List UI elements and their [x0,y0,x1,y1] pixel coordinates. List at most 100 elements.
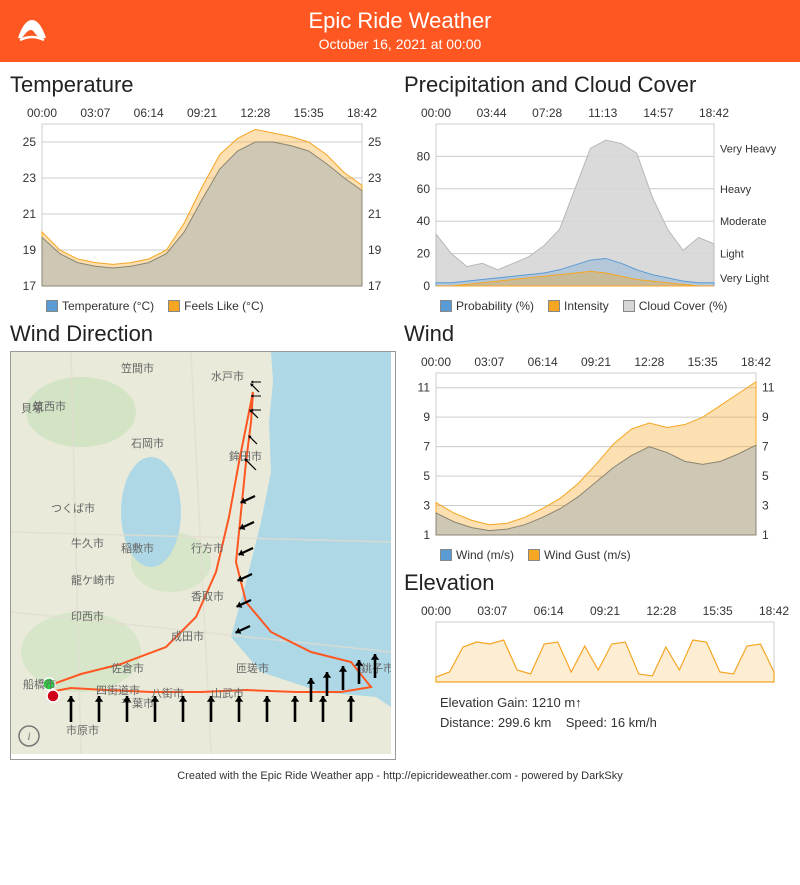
svg-text:匝瑳市: 匝瑳市 [236,661,269,675]
svg-text:0: 0 [423,279,430,292]
svg-text:5: 5 [423,469,430,483]
svg-text:佐倉市: 佐倉市 [111,661,144,675]
svg-text:9: 9 [762,410,769,424]
svg-text:貝塚: 貝塚 [21,402,43,415]
svg-text:18:42: 18:42 [759,604,789,618]
elevation-title: Elevation [404,570,790,596]
svg-text:20: 20 [417,247,431,261]
svg-text:行方市: 行方市 [191,541,224,555]
svg-text:00:00: 00:00 [421,355,451,369]
svg-text:龍ケ崎市: 龍ケ崎市 [71,573,115,587]
svg-text:つくば市: つくば市 [51,501,95,515]
svg-text:09:21: 09:21 [581,355,611,369]
svg-text:1: 1 [423,528,430,541]
svg-text:12:28: 12:28 [634,355,664,369]
elevation-gain-label: Elevation Gain: [440,695,528,710]
distance-label: Distance: [440,715,494,730]
svg-text:11:13: 11:13 [588,106,617,120]
wind-panel: Wind 1133557799111100:0003:0706:1409:211… [404,321,790,566]
svg-text:11: 11 [762,381,775,395]
svg-text:船橋市: 船橋市 [23,677,56,691]
svg-text:15:35: 15:35 [294,106,324,120]
wind-chart: 1133557799111100:0003:0706:1409:2112:281… [404,351,790,541]
svg-text:07:28: 07:28 [532,106,562,120]
svg-text:1: 1 [762,528,769,541]
svg-text:00:00: 00:00 [27,106,57,120]
svg-text:7: 7 [762,440,769,454]
svg-text:06:14: 06:14 [134,106,164,120]
temperature-title: Temperature [10,72,396,98]
svg-text:水戸市: 水戸市 [211,369,244,383]
svg-text:牛久市: 牛久市 [71,536,104,550]
svg-text:00:00: 00:00 [421,106,451,120]
speed-value: 16 km/h [611,715,657,730]
svg-text:40: 40 [417,214,431,228]
svg-text:80: 80 [417,149,431,163]
svg-text:Heavy: Heavy [720,184,752,196]
svg-text:5: 5 [762,469,769,483]
svg-text:笠間市: 笠間市 [121,361,154,375]
svg-text:17: 17 [23,279,37,292]
svg-text:19: 19 [368,243,382,257]
svg-text:60: 60 [417,182,431,196]
svg-text:18:42: 18:42 [699,106,729,120]
svg-text:18:42: 18:42 [741,355,771,369]
svg-text:i: i [27,729,30,743]
svg-text:09:21: 09:21 [590,604,620,618]
svg-text:7: 7 [423,440,430,454]
svg-text:9: 9 [423,410,430,424]
precipitation-chart: 0 20 40 60 80 00:00 03:44 07:28 11:13 14:57 18:42 V… [404,102,790,292]
precipitation-title: Precipitation and Cloud Cover [404,72,790,98]
svg-text:23: 23 [23,171,37,185]
svg-text:00:00: 00:00 [421,604,451,618]
temperature-panel: Temperature 1717191921212323252500:0003:… [10,72,396,317]
svg-text:03:07: 03:07 [80,106,110,120]
svg-text:石岡市: 石岡市 [131,436,164,450]
svg-text:09:21: 09:21 [187,106,217,120]
svg-text:03:07: 03:07 [477,604,507,618]
temperature-legend: Temperature (°C)Feels Like (°C) [10,297,396,317]
app-subtitle: October 16, 2021 at 00:00 [0,36,800,52]
precipitation-panel: Precipitation and Cloud Cover 0204060800… [404,72,790,317]
distance-value: 299.6 km [498,715,551,730]
elevation-chart: 00:00 03:07 06:14 09:21 12:28 15:35 18:42 [404,600,790,686]
svg-text:06:14: 06:14 [528,355,558,369]
wind-direction-map[interactable]: 笠間市水戸市筑西市石岡市鉾田市つくば市牛久市稲敷市行方市龍ケ崎市香取市印西市成田… [10,351,396,760]
app-header: Epic Ride Weather October 16, 2021 at 00… [0,0,800,62]
svg-text:14:57: 14:57 [643,106,673,120]
svg-text:12:28: 12:28 [646,604,676,618]
app-title: Epic Ride Weather [0,8,800,34]
temperature-chart: 1717191921212323252500:0003:0706:1409:21… [10,102,396,292]
svg-text:成田市: 成田市 [171,629,204,643]
svg-text:06:14: 06:14 [534,604,564,618]
logo-icon [12,8,52,48]
precipitation-legend: Probability (%)IntensityCloud Cover (%) [404,297,790,317]
elevation-stats: Elevation Gain: 1210 m↑ Distance: 299.6 … [404,691,790,732]
svg-text:12:28: 12:28 [240,106,270,120]
svg-text:3: 3 [762,499,769,513]
svg-text:11: 11 [418,381,431,395]
svg-text:25: 25 [368,135,382,149]
svg-text:15:35: 15:35 [703,604,733,618]
wind-title: Wind [404,321,790,347]
elevation-panel: Elevation 00:00 03:07 06:14 09:21 12:28 15:35… [404,570,790,732]
svg-text:Very Heavy: Very Heavy [720,143,777,155]
wind-legend: Wind (m/s)Wind Gust (m/s) [404,546,790,566]
svg-text:印西市: 印西市 [71,609,104,623]
credits-text: Created with the Epic Ride Weather app -… [0,764,800,792]
wind-direction-panel: Wind Direction 笠間市水戸市筑西市石岡市鉾田市つくば市牛久市稲敷市… [10,321,396,760]
svg-text:21: 21 [23,207,37,221]
wind-direction-title: Wind Direction [10,321,396,347]
svg-text:03:44: 03:44 [477,106,507,120]
elevation-gain-value: 1210 m↑ [532,695,582,710]
svg-text:市原市: 市原市 [66,723,99,737]
svg-text:Very Light: Very Light [720,273,769,285]
svg-text:稲敷市: 稲敷市 [121,541,154,555]
svg-text:19: 19 [23,243,37,257]
svg-text:四街道市: 四街道市 [96,683,140,697]
svg-text:3: 3 [423,499,430,513]
svg-text:25: 25 [23,135,37,149]
svg-text:Moderate: Moderate [720,216,766,228]
svg-text:03:07: 03:07 [474,355,504,369]
svg-text:香取市: 香取市 [191,589,224,603]
